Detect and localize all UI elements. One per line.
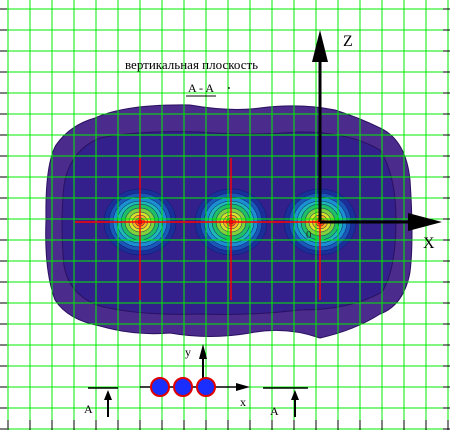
x-axis-label: X xyxy=(423,235,435,252)
main-axes: Z X 0 xyxy=(306,30,442,252)
inset-conductors xyxy=(150,377,216,397)
origin-label: 0 xyxy=(306,229,312,241)
section-mark-left-label: A xyxy=(84,402,93,416)
inset-x-arrowhead xyxy=(236,383,250,391)
section-label: A - A xyxy=(188,81,214,95)
inset-y-label: y xyxy=(185,345,191,359)
inset-y-arrowhead xyxy=(199,344,207,359)
conductor-3 xyxy=(196,377,216,397)
conductor-1 xyxy=(150,377,170,397)
conductor-2 xyxy=(173,377,193,397)
z-axis-label: Z xyxy=(343,33,353,50)
section-mark-left-arrow xyxy=(104,390,112,400)
section-mark-right-arrow xyxy=(291,390,299,400)
section-label-dot xyxy=(228,87,230,89)
inset-schematic: y x A A xyxy=(84,344,308,418)
inset-x-label: x xyxy=(240,395,246,409)
x-axis-arrowhead xyxy=(408,213,442,231)
section-mark-right-label: A xyxy=(270,404,279,418)
z-axis-arrowhead xyxy=(312,30,328,62)
plane-title: вертикальная плоскость xyxy=(125,57,258,72)
